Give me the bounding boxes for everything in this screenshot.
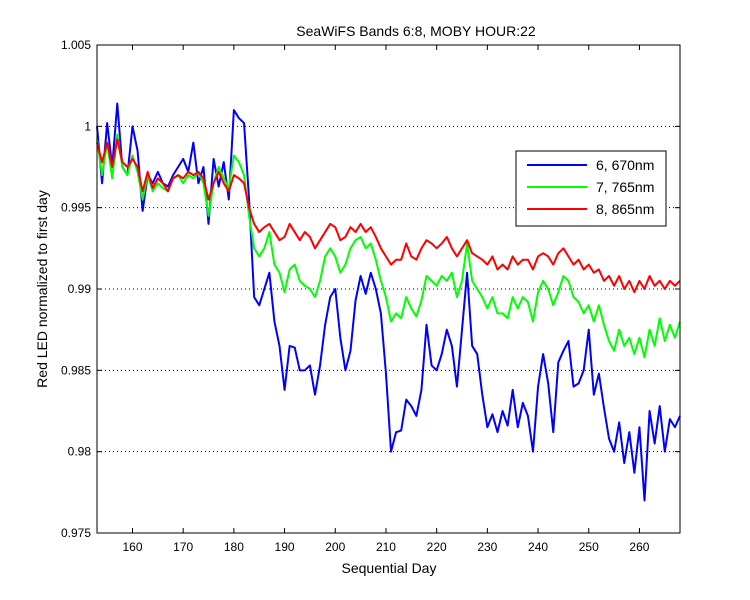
y-tick-label: 0.985 [61, 363, 91, 377]
legend: 6, 670nm 7, 765nm 8, 865nm [515, 150, 667, 227]
y-tick-label: 0.99 [68, 282, 92, 296]
x-tick-label: 250 [579, 540, 599, 554]
legend-box [515, 150, 667, 227]
x-tick-label: 190 [275, 540, 295, 554]
x-tick-label: 220 [427, 540, 447, 554]
plot-area [97, 45, 680, 533]
x-tick-label: 240 [528, 540, 548, 554]
y-tick-labels: 0.975 0.98 0.985 0.99 0.995 1 1.005 [61, 38, 91, 540]
x-tick-label: 160 [122, 540, 142, 554]
series-line [96, 102, 681, 502]
series-2 [96, 133, 681, 359]
series-1 [96, 102, 681, 502]
series-line [96, 138, 681, 294]
series-line [96, 133, 681, 359]
legend-entry: 6, 670nm [527, 157, 654, 173]
series-layer [96, 102, 681, 502]
legend-entry: 8, 865nm [527, 201, 654, 217]
axis-ticks [97, 44, 680, 534]
x-tick-label: 200 [325, 540, 345, 554]
legend-entry: 7, 765nm [527, 179, 654, 195]
legend-label: 6, 670nm [596, 157, 654, 173]
y-tick-label: 1 [84, 119, 91, 133]
x-axis-label: Sequential Day [342, 560, 437, 576]
x-tick-label: 180 [224, 540, 244, 554]
y-axis-label: Red LED normalized to first day [34, 190, 50, 388]
y-tick-label: 1.005 [61, 38, 91, 52]
y-tick-label: 0.975 [61, 526, 91, 540]
legend-label: 7, 765nm [596, 179, 654, 195]
legend-label: 8, 865nm [596, 201, 654, 217]
chart-title: SeaWiFS Bands 6:8, MOBY HOUR:22 [296, 23, 536, 39]
y-tick-label: 0.995 [61, 201, 91, 215]
x-tick-label: 260 [629, 540, 649, 554]
y-tick-label: 0.98 [68, 445, 92, 459]
x-tick-label: 170 [173, 540, 193, 554]
x-tick-label: 230 [477, 540, 497, 554]
x-tick-labels: 160 170 180 190 200 210 220 230 240 250 260 [122, 540, 649, 554]
series-3 [96, 138, 681, 294]
x-tick-label: 210 [376, 540, 396, 554]
